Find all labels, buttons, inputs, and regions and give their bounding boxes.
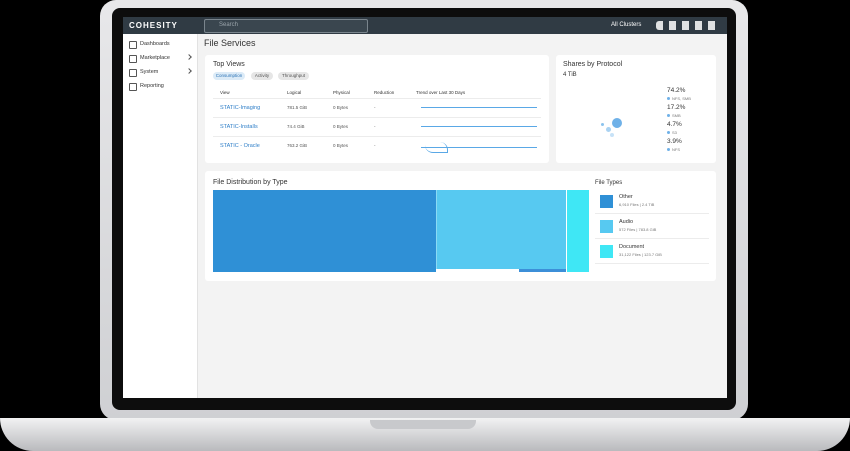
cell: 763.2 GiB (287, 143, 308, 148)
cell: - (374, 124, 376, 129)
type-swatch (600, 195, 613, 208)
card-title: Top Views (213, 61, 245, 68)
type-divider (595, 263, 709, 264)
sidebar: Dashboards Marketplace System Reporting (123, 34, 198, 398)
top-views-card: Top Views Consumption Activity Throughput V… (205, 55, 549, 163)
share-percent: 17.2% (667, 104, 686, 111)
share-dot (667, 114, 670, 117)
screen: COHESITY Search All Clusters Dashboards M… (123, 17, 727, 398)
share-dot (667, 97, 670, 100)
row-divider (213, 98, 541, 99)
cell: 781.5 GiB (287, 105, 308, 110)
cell: 74.4 GiB (287, 124, 305, 129)
nav-chevron[interactable] (186, 54, 192, 60)
type-name: Other (619, 194, 633, 200)
card-title: Shares by Protocol (563, 61, 623, 68)
nav-item[interactable]: Dashboards (140, 41, 170, 47)
view-link[interactable]: STATIC - Oracle (220, 143, 260, 149)
view-link[interactable]: STATIC-Installs (220, 124, 258, 130)
treemap-audio-strip[interactable] (519, 269, 566, 272)
treemap-other[interactable] (213, 190, 436, 272)
nav-icon[interactable] (129, 83, 137, 91)
shares-card: Shares by Protocol 4 TiB 74.2% NFS, SMB 17… (556, 55, 716, 163)
column-header: View (220, 90, 230, 95)
share-dot (667, 131, 670, 134)
treemap-audio[interactable] (436, 190, 567, 269)
card-title: File Distribution by Type (213, 179, 288, 186)
tab[interactable]: Throughput (278, 72, 309, 80)
share-percent: 74.2% (667, 87, 686, 94)
logo: COHESITY (129, 21, 178, 30)
type-name: Document (619, 244, 645, 250)
view-link[interactable]: STATIC-Imaging (220, 105, 261, 111)
share-label: NFS (672, 147, 680, 152)
tab[interactable]: Activity (251, 72, 273, 80)
bubble (606, 127, 611, 132)
share-percent: 3.9% (667, 138, 682, 145)
bubble (610, 133, 614, 137)
type-swatch (600, 245, 613, 258)
nav-item[interactable]: Marketplace (140, 55, 170, 61)
trend-line (421, 126, 537, 127)
share-dot (667, 148, 670, 151)
row-divider (213, 117, 541, 118)
type-name: Audio (619, 219, 634, 225)
type-divider (595, 238, 709, 239)
nav-icon[interactable] (129, 55, 137, 63)
column-header: Trend over Last 30 Days (416, 90, 466, 95)
laptop-notch (370, 420, 476, 429)
type-detail: 6,910 Files | 2.4 TiB (619, 202, 655, 207)
row-divider (213, 136, 541, 137)
search-placeholder: Search (219, 22, 239, 28)
trend-line (421, 107, 537, 108)
bubble (612, 118, 622, 128)
trend-line (421, 147, 537, 148)
share-percent: 4.7% (667, 121, 682, 128)
legend-title: File Types (595, 180, 623, 186)
share-label: SMB (672, 113, 681, 118)
share-label: S3 (672, 130, 677, 135)
type-swatch (600, 220, 613, 233)
treemap-document[interactable] (566, 190, 589, 272)
column-header: Logical (287, 90, 302, 95)
type-detail: 572 Files | 783.8 GiB (619, 227, 657, 232)
nav-icon[interactable] (129, 69, 137, 77)
type-divider (595, 213, 709, 214)
nav-chevron[interactable] (186, 68, 192, 74)
nav-item[interactable]: System (140, 69, 159, 75)
bubble (601, 123, 604, 126)
type-detail: 31,122 Files | 123.7 GiB (619, 252, 662, 257)
cell: 0 Bytes (333, 143, 349, 148)
search-box[interactable]: Search (204, 19, 368, 33)
cell: - (374, 105, 376, 110)
toolbar-icons[interactable] (656, 21, 718, 30)
tab[interactable]: Consumption (213, 72, 245, 80)
cell: - (374, 143, 376, 148)
distribution-card: File Distribution by Type File Types Oth… (205, 171, 716, 281)
nav-icon[interactable] (129, 41, 137, 49)
cell: 0 Bytes (333, 124, 349, 129)
column-header: Reduction (374, 90, 395, 95)
column-header: Physical (333, 90, 350, 95)
nav-item[interactable]: Reporting (140, 83, 164, 89)
page-title[interactable]: File Services (204, 38, 256, 48)
cell: 0 Bytes (333, 105, 349, 110)
cluster-select[interactable]: All Clusters (611, 22, 642, 28)
shares-total: 4 TiB (563, 72, 577, 78)
header-bar: COHESITY Search All Clusters (123, 17, 727, 34)
share-label: NFS, SMB (672, 96, 691, 101)
trend-step (425, 142, 448, 153)
